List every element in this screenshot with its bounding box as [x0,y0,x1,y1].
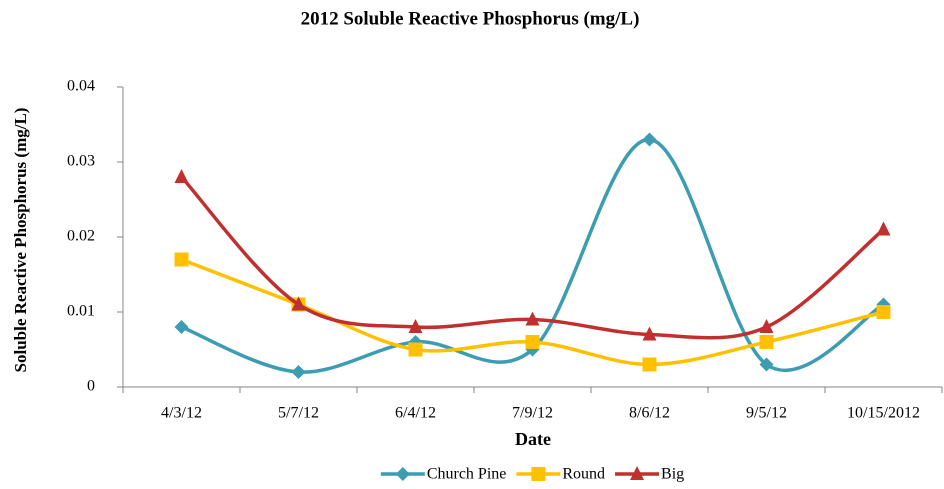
marker [408,342,423,357]
marker [174,320,189,334]
marker [291,365,306,379]
y-axis-label: Soluble Reactive Phosphorus (mg/L) [11,108,30,373]
marker [642,132,657,147]
marker [759,357,774,372]
marker [525,335,540,349]
marker [876,305,891,319]
marker [531,467,546,481]
marker [759,319,774,333]
x-tick-label: 6/4/12 [395,405,436,422]
marker [408,319,423,333]
x-tick-label: 9/5/12 [746,405,787,422]
legend-label: Big [661,466,684,483]
legend-label: Round [562,466,605,483]
x-axis-label: Date [515,429,551,449]
y-tick-label: 0.02 [67,228,95,245]
chart-title: 2012 Soluble Reactive Phosphorus (mg/L) [301,8,640,29]
x-tick-label: 5/7/12 [278,405,319,422]
legend-label: Church Pine [427,466,507,483]
legend: Church Pine Round Big [380,466,684,483]
x-tick-label: 10/15/2012 [847,405,920,422]
marker [174,252,189,267]
marker [525,311,540,326]
y-tick-label: 0 [87,378,95,395]
marker [395,467,410,481]
marker [174,169,189,183]
marker [642,326,657,341]
marker [759,335,774,349]
y-tick-label: 0.03 [67,153,95,170]
x-tick-label: 7/9/12 [512,405,553,422]
x-tick-label: 8/6/12 [629,405,670,422]
marker [876,221,891,236]
marker [642,357,657,372]
marker [291,296,306,311]
y-tick-label: 0.04 [67,78,95,95]
y-tick-label: 0.01 [67,303,95,320]
x-tick-label: 4/3/12 [161,405,202,422]
marker [630,466,645,480]
